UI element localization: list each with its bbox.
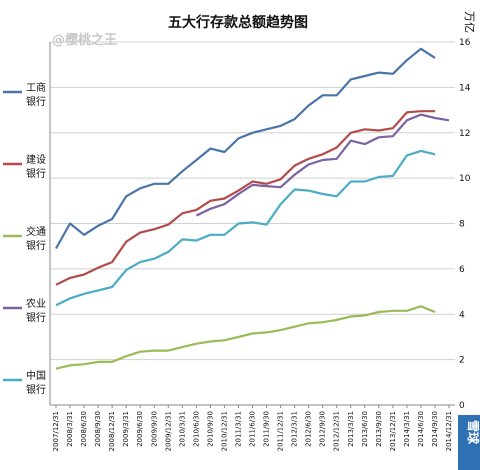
x-tick-label: 2009/9/30 bbox=[150, 411, 158, 447]
y-tick-label: 4 bbox=[459, 310, 465, 320]
y-tick-label: 6 bbox=[459, 265, 465, 275]
x-tick-label: 2013/3/31 bbox=[347, 411, 355, 447]
series-line-4 bbox=[55, 149, 436, 307]
x-tick-label: 2010/3/31 bbox=[178, 411, 186, 447]
x-tick-label: 2008/12/31 bbox=[108, 411, 116, 451]
x-tick-label: 2008/6/30 bbox=[80, 411, 88, 447]
x-tick-label: 2010/9/30 bbox=[206, 411, 214, 447]
x-tick-label: 2014/9/30 bbox=[431, 411, 439, 447]
x-tick-label: 2012/9/30 bbox=[319, 411, 327, 447]
x-tick-label: 2013/12/31 bbox=[389, 411, 397, 451]
chart-title: 五大行存款总额趋势图 bbox=[168, 14, 308, 31]
legend-label-1: 建设银行 bbox=[26, 153, 46, 180]
legend-label-3: 农业银行 bbox=[26, 297, 46, 324]
legend-label-2: 交通银行 bbox=[26, 225, 46, 252]
x-tick-label: 2012/12/31 bbox=[333, 411, 341, 451]
x-tick-label: 2008/3/31 bbox=[66, 411, 74, 447]
series-lines bbox=[55, 47, 450, 370]
x-tick-label: 2009/6/30 bbox=[136, 411, 144, 447]
y-tick-label: 8 bbox=[459, 220, 465, 230]
x-tick-label: 2014/3/31 bbox=[403, 411, 411, 447]
x-tick-label: 2014/12/31 bbox=[445, 411, 453, 451]
x-tick-label: 2007/12/31 bbox=[52, 411, 60, 451]
x-tick-label: 2011/3/31 bbox=[234, 411, 242, 447]
y-tick-label: 14 bbox=[459, 83, 471, 93]
legend-label-0: 工商银行 bbox=[26, 81, 46, 108]
watermark: @樱桃之王 bbox=[52, 32, 117, 48]
corner-badge-background bbox=[458, 415, 480, 470]
x-tick-label: 2012/3/31 bbox=[291, 411, 299, 447]
series-line-1 bbox=[55, 110, 435, 286]
series-line-0 bbox=[55, 47, 436, 250]
x-tick-labels: 2007/12/31 2008/3/31 2008/6/30 2008/9/30 200… bbox=[52, 405, 453, 451]
y-tick-label: 2 bbox=[459, 356, 465, 366]
corner-badge: 雪球 bbox=[466, 420, 480, 445]
y-tick-label: 0 bbox=[459, 401, 465, 411]
legend-label-4: 中国银行 bbox=[26, 369, 46, 396]
y-tick-label: 10 bbox=[459, 174, 471, 184]
series-line-2 bbox=[55, 305, 436, 370]
y-tick-label: 16 bbox=[459, 38, 471, 48]
x-tick-label: 2010/6/30 bbox=[192, 411, 200, 447]
y-tick-labels: 0 2 4 6 8 10 12 14 16 bbox=[459, 38, 471, 411]
x-tick-label: 2011/9/30 bbox=[263, 411, 271, 447]
series-line-3 bbox=[195, 113, 450, 217]
x-tick-label: 2013/9/30 bbox=[375, 411, 383, 447]
x-tick-label: 2013/6/30 bbox=[361, 411, 369, 447]
y-tick-label: 12 bbox=[459, 129, 470, 139]
unit-label: 万亿 bbox=[463, 11, 476, 33]
x-tick-label: 2011/12/31 bbox=[277, 411, 285, 451]
x-tick-label: 2009/12/31 bbox=[164, 411, 172, 451]
x-tick-label: 2008/9/30 bbox=[94, 411, 102, 447]
x-tick-label: 2014/6/30 bbox=[417, 411, 425, 447]
x-tick-label: 2012/6/30 bbox=[305, 411, 313, 447]
x-tick-label: 2010/12/31 bbox=[220, 411, 228, 451]
x-tick-label: 2009/3/31 bbox=[122, 411, 130, 447]
x-tick-label: 2011/6/30 bbox=[249, 411, 257, 447]
